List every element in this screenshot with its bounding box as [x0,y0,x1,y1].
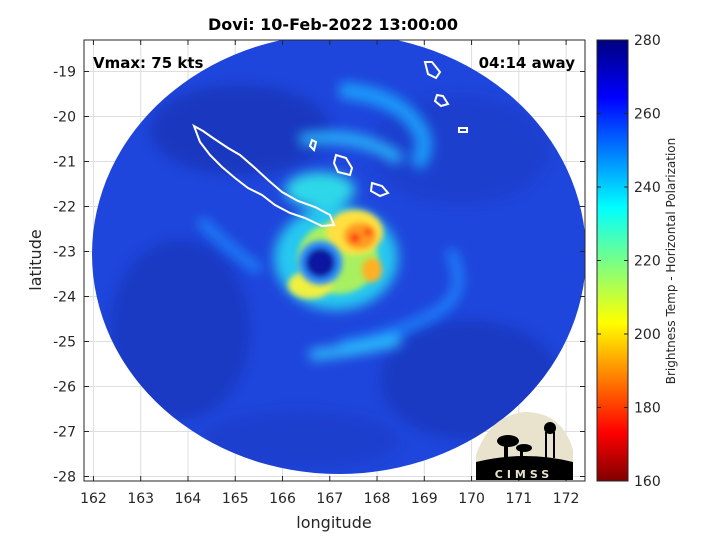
x-axis-label: longitude [296,513,371,532]
y-tick-label: -23 [53,245,76,261]
colorbar-ticks: 280 260 240 220 200 180 160 [597,33,661,490]
colorbar-label: Brightness Temp - Horizontal Polarizatio… [664,138,678,385]
colorbar-tick-label: 180 [634,401,661,417]
x-tick-label: 170 [458,491,485,507]
x-tick-label: 168 [364,491,391,507]
logo-text: CIMSS [495,468,553,481]
y-tick-label: -21 [53,155,76,171]
chart-title: Dovi: 10-Feb-2022 13:00:00 [208,15,458,34]
x-tick-label: 164 [175,491,202,507]
x-axis-ticks: 162 163 164 165 166 167 168 169 170 171 172 [80,40,579,507]
microwave-swath [92,40,585,474]
y-tick-label: -26 [53,380,76,396]
y-tick-label: -20 [53,110,76,126]
x-tick-label: 167 [316,491,343,507]
x-tick-label: 163 [127,491,154,507]
y-tick-label: -25 [53,335,76,351]
y-tick-label: -27 [53,425,76,441]
x-tick-label: 162 [80,491,107,507]
y-tick-label: -28 [53,470,76,486]
coastlines [192,61,468,228]
colorbar-tick-label: 160 [634,474,661,490]
vmax-label: Vmax: 75 kts [93,54,203,72]
y-tick-label: -22 [53,200,76,216]
plot-frame [83,39,586,482]
cimss-logo: CIMSS [476,412,573,481]
y-tick-label: -24 [53,290,76,306]
x-tick-label: 165 [222,491,249,507]
colorbar-tick-label: 240 [634,180,661,196]
x-tick-label: 171 [505,491,532,507]
y-axis-label: latitude [26,229,45,290]
y-tick-label: -19 [53,65,76,81]
away-label: 04:14 away [479,54,576,72]
x-tick-label: 169 [411,491,438,507]
colorbar-tick-label: 280 [634,33,661,49]
x-tick-label: 172 [553,491,580,507]
y-axis-ticks: -19 -20 -21 -22 -23 -24 -25 -26 -27 -28 [53,65,585,486]
x-tick-label: 166 [269,491,296,507]
colorbar-tick-label: 200 [634,327,661,343]
colorbar [596,39,629,482]
colorbar-tick-label: 220 [634,254,661,270]
colorbar-tick-label: 260 [634,107,661,123]
